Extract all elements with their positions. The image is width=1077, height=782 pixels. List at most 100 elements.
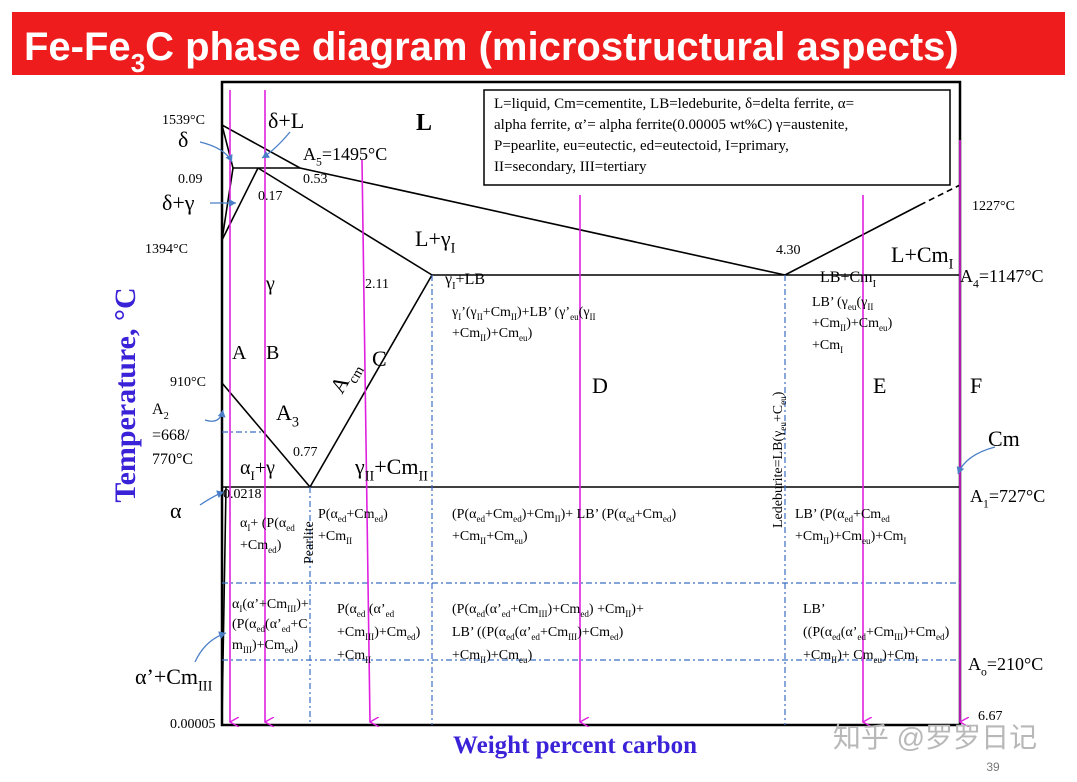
- diagram-label: +CmII)+Cmeu): [452, 648, 533, 665]
- diagram-label: 0.53: [303, 172, 328, 187]
- subscript: 3: [292, 415, 299, 431]
- text-part: (P(α: [452, 602, 477, 617]
- text-part: LB’: [803, 602, 826, 617]
- text-part: +Cm: [635, 507, 663, 522]
- subscript: I: [903, 536, 906, 546]
- text-part: α’+Cm: [135, 664, 198, 689]
- text-part: +Cm: [452, 326, 480, 341]
- subscript: 4: [973, 277, 979, 290]
- text-part: LB’ (γ: [812, 295, 848, 310]
- text-part: )+: [296, 597, 309, 612]
- text-part: =1147°C: [979, 266, 1044, 286]
- text-part: 0.0218: [223, 487, 262, 502]
- diagram-label: +CmII: [337, 648, 371, 665]
- diagram-label: E: [873, 373, 886, 398]
- subscript: I: [250, 468, 254, 483]
- diagram-label: Ao=210°C: [968, 654, 1043, 678]
- subscript: II: [625, 609, 631, 619]
- subscript: ed: [286, 523, 295, 533]
- subscript: eu: [519, 655, 528, 665]
- subscript: eu: [778, 396, 788, 405]
- text-part: 0.53: [303, 172, 328, 187]
- text-part: (α’: [485, 602, 502, 617]
- text-part: Weight percent carbon: [453, 732, 697, 759]
- text-part: 0.09: [178, 172, 203, 187]
- diagram-label: +CmII)+ Cmeu)+CmI: [803, 648, 918, 665]
- subscript: eu: [873, 655, 882, 665]
- text-part: γ: [444, 271, 452, 288]
- text-part: LB’ ((P(α: [452, 625, 507, 640]
- diagram-label: Ledeburite=LB(γeu+Ceu): [771, 391, 788, 528]
- text-part: P(α: [337, 602, 357, 617]
- diagram-label: α: [170, 498, 182, 523]
- text-part: +Cm: [452, 648, 480, 663]
- text-part: C phase diagram (microstructural aspects…: [145, 25, 959, 69]
- text-part: +C: [771, 405, 786, 422]
- text-part: D: [592, 373, 608, 398]
- text-part: =727°C: [989, 486, 1045, 506]
- text-part: )+Cm: [374, 625, 407, 640]
- text-part: )+Cm: [903, 625, 936, 640]
- text-part: ((P(α: [803, 625, 833, 640]
- section-arrows: [230, 90, 960, 722]
- subscript: o: [981, 665, 987, 678]
- text-part: )+Cm: [577, 625, 610, 640]
- subscript: ed: [506, 632, 515, 642]
- text-part: )+ Cm: [837, 648, 873, 663]
- text-part: 0.17: [258, 189, 283, 204]
- text-part: 1227°C: [972, 199, 1015, 214]
- subscript: ed: [844, 514, 853, 524]
- subscript: I: [949, 257, 954, 273]
- subscript: II: [867, 302, 873, 312]
- diagram-label: Pearlite: [302, 521, 317, 564]
- subscript: ed: [626, 514, 635, 524]
- title-band: [12, 12, 1065, 75]
- text-part: )+Cm: [522, 507, 555, 522]
- phase-lines: [221, 124, 961, 725]
- diagram-label: 0.09: [178, 172, 203, 187]
- text-part: 910°C: [170, 375, 206, 390]
- text-part: ): [416, 625, 421, 640]
- text-part: +Cm: [374, 454, 418, 479]
- subscript: ed: [513, 514, 522, 524]
- subscript: ed: [386, 609, 395, 619]
- diagram-label: =668/: [152, 427, 190, 444]
- text-part: +Cm: [452, 529, 480, 544]
- text-part: 770°C: [152, 451, 193, 468]
- subscript: ed: [476, 609, 485, 619]
- text-part: +Cm: [795, 529, 823, 544]
- subscript: ed: [476, 514, 485, 524]
- subscript: I: [239, 604, 242, 614]
- diagram-label: δ+γ: [162, 190, 195, 215]
- diagram-label: 0.0218: [223, 487, 262, 502]
- subscript: III: [538, 609, 547, 619]
- text-part: (γ: [579, 305, 590, 320]
- text-part: δ: [178, 127, 188, 152]
- text-part: +Cm: [240, 538, 268, 553]
- text-part: ): [771, 391, 786, 396]
- text-part: δ+γ: [162, 190, 195, 215]
- text-part: δ+L: [268, 108, 304, 133]
- text-part: +Cm: [853, 507, 881, 522]
- text-part: +γ: [255, 457, 275, 479]
- subscript: ed: [338, 514, 347, 524]
- diagram-label: Acm: [325, 356, 368, 400]
- legend-line: L=liquid, Cm=cementite, LB=ledeburite, δ…: [494, 96, 854, 112]
- subscript: III: [894, 632, 903, 642]
- diagram-label: 1227°C: [972, 199, 1015, 214]
- text-part: +Cm: [510, 602, 538, 617]
- diagram-label: L+γI: [415, 226, 456, 257]
- diagram-label: L: [416, 110, 432, 136]
- legend-line: II=secondary, III=tertiary: [494, 159, 647, 175]
- text-part: L+Cm: [891, 242, 949, 267]
- text-part: +Cm: [540, 625, 568, 640]
- text-part: 1394°C: [145, 242, 188, 257]
- text-part: 6.67: [978, 709, 1003, 724]
- legend-box: [483, 89, 951, 186]
- diagram-label: C: [372, 346, 387, 371]
- diagram-label: mIII)+Cmed): [232, 638, 298, 655]
- text-part: α: [240, 457, 251, 479]
- text-part: L+γ: [415, 226, 451, 251]
- subscript: eu: [570, 312, 579, 322]
- subscript: eu: [879, 323, 888, 333]
